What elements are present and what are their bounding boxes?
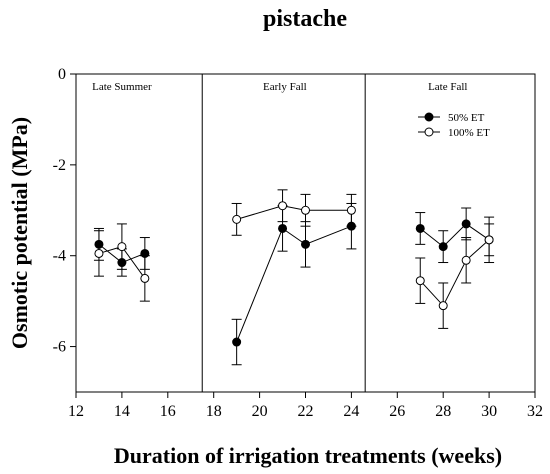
series-2-seg3-point-3: [461, 255, 471, 265]
x-tick-label-26: 26: [389, 403, 405, 420]
series-2-seg3-point-4: [484, 235, 494, 245]
series-2-seg3-point-1: [415, 276, 425, 286]
x-tick-label-24: 24: [343, 403, 359, 420]
y-tick-label--2: -2: [53, 157, 66, 174]
x-tick-label-16: 16: [160, 403, 176, 420]
plot-area: Late Summer Early Fall Late Fall 12 14 16 18 20…: [53, 66, 543, 420]
x-tick-label-30: 30: [481, 403, 497, 420]
x-tick-label-12: 12: [68, 403, 84, 420]
series-1-line-2: [236, 225, 352, 343]
y-axis-label: Osmotic potential (MPa): [7, 117, 32, 349]
y-tick-label--6: -6: [53, 339, 66, 356]
panel-label-1: Late Summer: [92, 81, 152, 93]
series-1-seg2-point-1: [232, 337, 242, 347]
series-1-seg3-point-2: [438, 242, 448, 252]
series-2-line-2: [236, 205, 352, 220]
x-tick-label-18: 18: [206, 403, 222, 420]
chart-title: pistache: [263, 6, 347, 32]
series-2-seg1-point-1: [94, 248, 104, 258]
series-2-seg1-point-3: [140, 273, 150, 283]
series-1-seg3-point-3: [461, 219, 471, 229]
series-1-seg2-point-2: [278, 223, 288, 233]
x-tick-label-32: 32: [527, 403, 543, 420]
legend-marker-2: [424, 127, 434, 137]
panel-label-2: Early Fall: [263, 81, 307, 93]
legend-label-1: 50% ET: [448, 112, 485, 124]
panel-label-3: Late Fall: [428, 81, 467, 93]
y-tick-label--4: -4: [53, 248, 66, 265]
series-2-line-3: [419, 239, 490, 307]
x-axis-label: Duration of irrigation treatments (weeks…: [114, 443, 502, 468]
x-tick-label-28: 28: [435, 403, 451, 420]
series-1-seg3-point-1: [415, 223, 425, 233]
legend-marker-1: [424, 112, 434, 122]
series-2-seg2-point-1: [232, 214, 242, 224]
legend-label-2: 100% ET: [448, 127, 490, 139]
series-1-seg2-point-3: [301, 239, 310, 249]
series-2-seg3-point-2: [438, 301, 448, 311]
y-tick-label-0: 0: [58, 66, 66, 83]
series-1-line-3: [419, 223, 490, 248]
series-2-seg2-point-3: [301, 205, 310, 215]
x-tick-label-22: 22: [298, 403, 314, 420]
series-2-seg1-point-2: [117, 242, 127, 252]
x-tick-label-20: 20: [252, 403, 268, 420]
x-tick-label-14: 14: [114, 403, 130, 420]
series-2-seg2-point-2: [278, 201, 288, 211]
series-2-seg2-point-4: [346, 205, 356, 215]
